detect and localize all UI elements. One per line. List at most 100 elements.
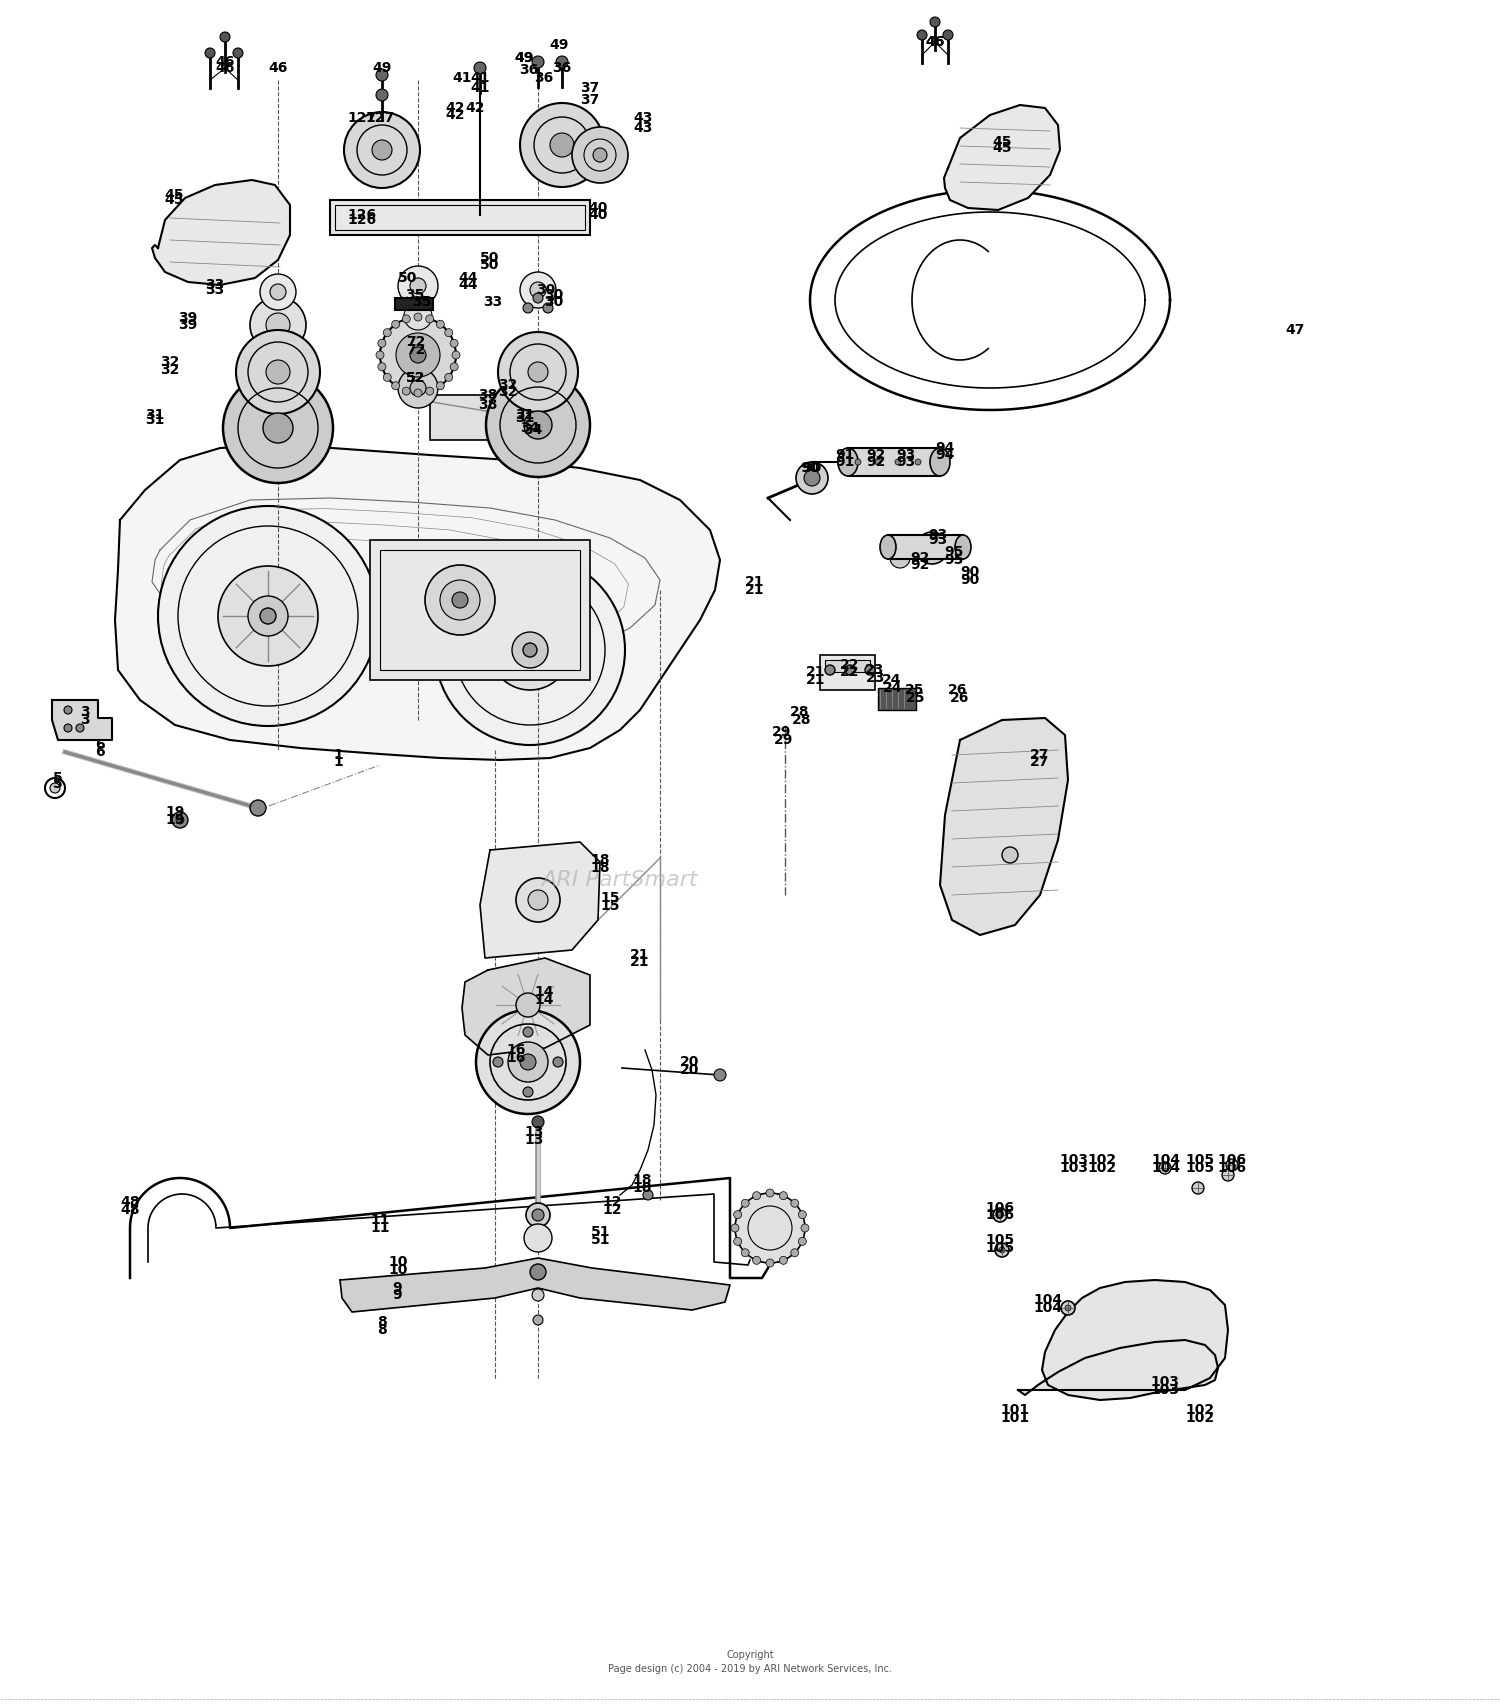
Text: 41: 41	[471, 72, 489, 85]
Circle shape	[790, 1250, 798, 1256]
Text: 18: 18	[590, 860, 609, 876]
Circle shape	[530, 1263, 546, 1280]
Circle shape	[796, 463, 828, 493]
Circle shape	[532, 1289, 544, 1301]
Circle shape	[392, 321, 399, 328]
Circle shape	[944, 31, 952, 39]
Text: 35: 35	[405, 288, 424, 302]
Circle shape	[248, 596, 288, 637]
Text: 50: 50	[480, 251, 500, 265]
Circle shape	[1226, 1159, 1238, 1171]
Text: 103: 103	[1059, 1152, 1089, 1168]
Text: 3: 3	[80, 714, 90, 727]
Text: 12: 12	[602, 1203, 621, 1217]
Text: 10: 10	[388, 1263, 408, 1277]
Circle shape	[450, 364, 458, 370]
Text: 104: 104	[1152, 1152, 1180, 1168]
Text: 93: 93	[897, 447, 915, 463]
Bar	[394, 299, 433, 311]
Text: 11: 11	[370, 1221, 390, 1234]
Circle shape	[224, 374, 333, 483]
Circle shape	[734, 1238, 741, 1246]
Text: 36: 36	[534, 72, 554, 85]
Text: 26: 26	[951, 691, 969, 705]
Text: 104: 104	[1152, 1161, 1180, 1174]
Text: 32: 32	[160, 355, 180, 369]
Circle shape	[804, 469, 820, 486]
Text: 103: 103	[1059, 1161, 1089, 1174]
Text: 41: 41	[453, 72, 471, 85]
Bar	[380, 550, 580, 671]
Text: 46: 46	[926, 36, 945, 50]
Circle shape	[520, 271, 556, 307]
Circle shape	[855, 459, 861, 464]
Circle shape	[780, 1256, 788, 1265]
Text: 90: 90	[960, 574, 980, 587]
Circle shape	[532, 294, 543, 304]
Polygon shape	[480, 842, 600, 958]
Circle shape	[410, 381, 426, 396]
Circle shape	[730, 1224, 740, 1232]
Circle shape	[890, 548, 910, 568]
Circle shape	[592, 149, 608, 162]
Text: 49: 49	[514, 51, 534, 65]
Circle shape	[528, 362, 548, 382]
Text: 91: 91	[836, 447, 855, 463]
Text: 10: 10	[388, 1255, 408, 1268]
Text: 49: 49	[549, 38, 568, 51]
Circle shape	[494, 1057, 502, 1067]
Text: 9: 9	[392, 1289, 402, 1302]
Text: 52: 52	[406, 370, 426, 386]
Text: 34: 34	[520, 422, 540, 435]
Text: 47: 47	[1286, 323, 1305, 336]
Text: 31: 31	[516, 411, 534, 425]
Text: 48: 48	[120, 1195, 140, 1209]
Text: 3: 3	[80, 705, 90, 719]
Circle shape	[554, 1057, 562, 1067]
Circle shape	[172, 813, 188, 828]
Text: 104: 104	[1034, 1292, 1062, 1308]
Circle shape	[402, 387, 411, 394]
Text: 31: 31	[146, 413, 165, 427]
Circle shape	[376, 89, 388, 101]
Text: 90: 90	[960, 565, 980, 579]
Circle shape	[801, 1224, 808, 1232]
Text: 15: 15	[600, 891, 619, 905]
Circle shape	[76, 724, 84, 732]
Circle shape	[865, 666, 874, 674]
Text: 21: 21	[746, 584, 765, 597]
Text: 29: 29	[772, 725, 792, 739]
Circle shape	[402, 314, 411, 323]
Circle shape	[410, 347, 426, 364]
Circle shape	[543, 304, 554, 312]
Circle shape	[64, 707, 72, 714]
Polygon shape	[940, 719, 1068, 935]
Text: 11: 11	[370, 1214, 390, 1227]
Circle shape	[414, 389, 422, 398]
Circle shape	[516, 877, 560, 922]
Text: 38: 38	[478, 387, 498, 403]
Circle shape	[251, 297, 306, 353]
Text: 46: 46	[268, 61, 288, 75]
Text: 106: 106	[986, 1209, 1014, 1222]
Circle shape	[384, 329, 392, 336]
Text: 40: 40	[588, 208, 608, 222]
Circle shape	[490, 609, 570, 690]
Text: 18: 18	[590, 854, 609, 867]
Text: 92: 92	[867, 447, 885, 463]
Circle shape	[384, 374, 392, 381]
Text: 13: 13	[525, 1133, 543, 1147]
Circle shape	[398, 369, 438, 408]
Text: 36: 36	[519, 63, 538, 77]
Text: 21: 21	[630, 954, 650, 970]
Circle shape	[266, 360, 290, 384]
Text: 42: 42	[446, 108, 465, 121]
Circle shape	[572, 126, 628, 183]
Text: 39: 39	[178, 318, 198, 331]
Text: 6: 6	[94, 737, 105, 753]
Text: 46: 46	[926, 36, 945, 50]
Ellipse shape	[880, 534, 896, 558]
Circle shape	[176, 816, 184, 824]
Text: 49: 49	[514, 51, 534, 65]
Text: 32: 32	[498, 386, 517, 399]
